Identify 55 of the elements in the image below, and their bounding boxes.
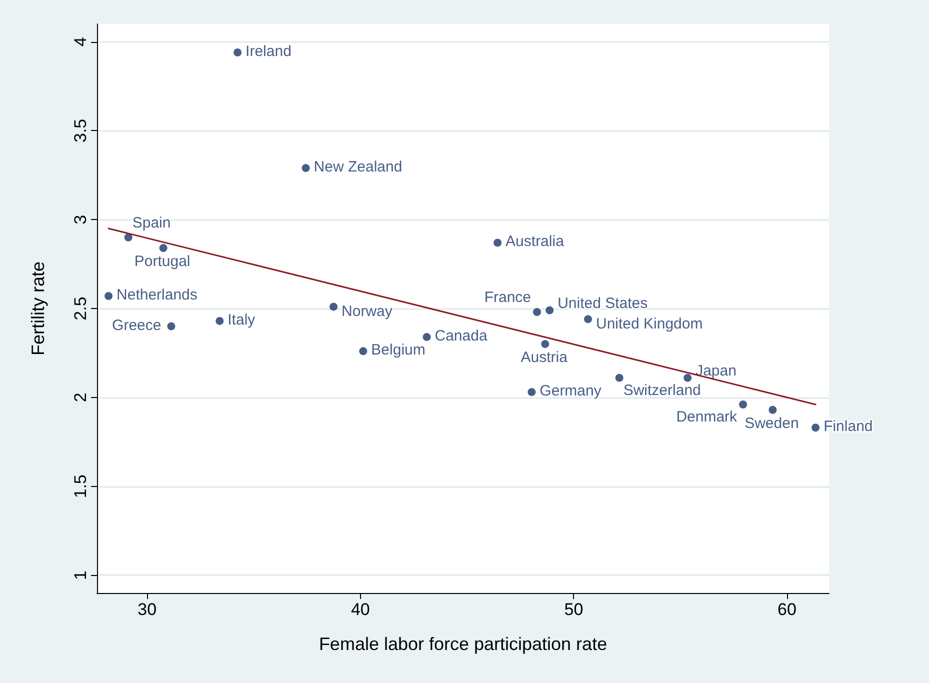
data-label: Finland [824,418,873,436]
point [528,388,536,396]
point [167,322,176,330]
data-label: Netherlands [116,286,198,304]
data-label: United States [558,294,648,312]
data-label: Switzerland [623,382,701,399]
y-tick-label: 1.5 [71,474,90,498]
data-label: Portugal [134,253,190,270]
point [494,238,502,247]
point [104,292,113,300]
data-label: France [484,289,532,306]
y-tick-label: 3 [71,214,90,224]
point [584,315,592,324]
point [812,424,820,432]
data-label: Belgium [371,342,426,359]
data-label: Canada [434,327,488,344]
data-label: New Zealand [314,158,402,176]
data-label: Japan [696,362,736,380]
point [330,302,338,311]
data-label: Italy [228,311,256,328]
data-label: Australia [506,233,565,250]
point [533,308,542,316]
point [684,374,692,382]
data-label: Spain [132,214,171,232]
data-label: Ireland [246,42,292,60]
data-label: Sweden [744,414,799,432]
y-tick-label: 3.5 [71,118,90,143]
y-tick-label: 4 [71,37,90,47]
x-tick-label: 50 [564,600,584,619]
data-label: Greece [112,316,162,334]
point [768,406,777,414]
y-tick-label: 2.5 [71,296,90,320]
data-label: Denmark [676,408,738,426]
y-tick-label: 1 [71,570,90,580]
point [541,340,550,348]
point [422,332,431,341]
data-label: Norway [342,303,393,320]
y-axis-title: Fertility rate [28,261,48,356]
point [124,233,132,242]
data-label: Austria [520,349,568,366]
y-tick-label: 2 [71,392,90,402]
data-label: United Kingdom [596,316,703,333]
x-axis-title: Female labor force participation rate [318,634,608,654]
x-tick-label: 30 [138,600,157,619]
point [615,374,624,382]
data-label: Germany [540,382,602,400]
point [216,316,224,325]
point [302,164,310,172]
point [359,347,368,356]
point [546,306,554,314]
x-tick-label: 40 [350,600,370,619]
point [739,400,748,409]
point [159,244,168,252]
x-tick-label: 60 [778,600,796,619]
point [234,48,242,56]
